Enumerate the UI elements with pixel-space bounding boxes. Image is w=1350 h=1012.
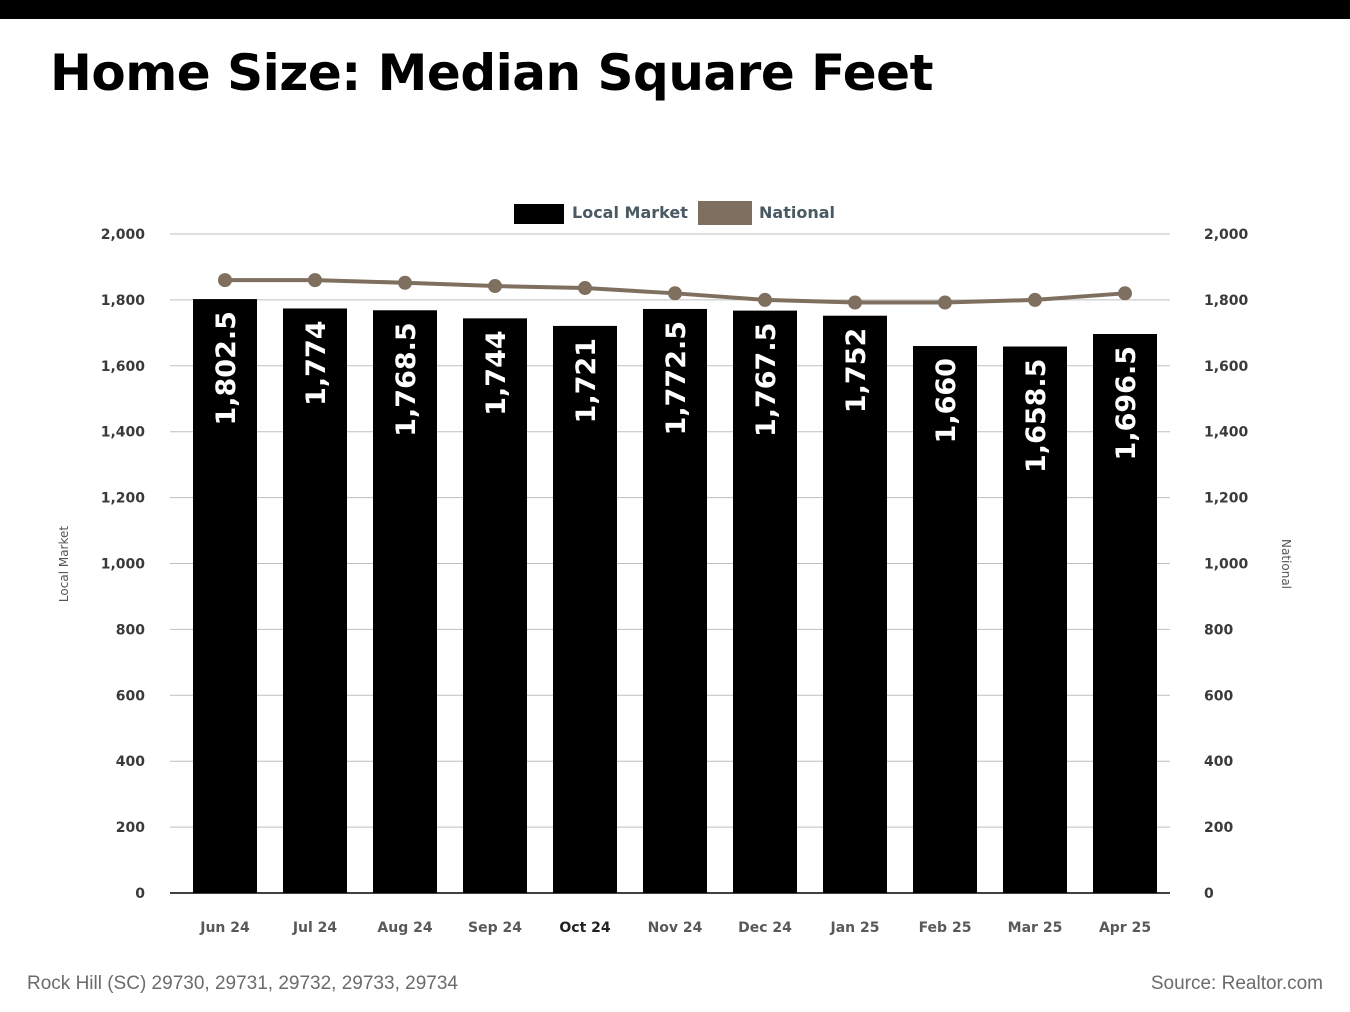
y-tick-label-right: 1,600: [1204, 359, 1249, 375]
y-tick-label-right: 400: [1204, 754, 1233, 770]
bar: [1093, 334, 1157, 893]
y-tick-label-left: 200: [116, 820, 145, 836]
bar-data-label: 1,774: [301, 320, 332, 405]
legend-swatch-national: [698, 201, 752, 225]
x-tick-label: Apr 25: [1099, 920, 1151, 936]
national-point: [938, 295, 952, 310]
y-tick-label-left: 1,800: [101, 293, 146, 309]
y-tick-label-right: 1,000: [1204, 557, 1249, 573]
bar-data-label: 1,768.5: [391, 322, 422, 436]
bar: [733, 310, 797, 893]
bar-data-label: 1,802.5: [211, 311, 242, 425]
y-tick-label-left: 2,000: [101, 227, 146, 243]
y-tick-label-left: 1,200: [101, 491, 146, 507]
y-tick-label-right: 1,200: [1204, 491, 1249, 507]
legend-label-national: National: [759, 203, 835, 222]
x-tick-label: Oct 24: [559, 920, 611, 936]
bar: [1003, 346, 1067, 893]
top-bar: [0, 0, 1350, 19]
y-tick-label-left: 1,600: [101, 359, 146, 375]
x-tick-label: Feb 25: [919, 920, 972, 936]
y-tick-label-right: 200: [1204, 820, 1233, 836]
y-tick-label-left: 1,000: [101, 557, 146, 573]
bar-data-label: 1,660: [931, 358, 962, 443]
bar: [643, 308, 707, 893]
bar: [553, 325, 617, 893]
y-tick-label-left: 600: [116, 688, 145, 704]
national-point: [578, 281, 592, 296]
national-point: [398, 275, 412, 290]
y-tick-label-right: 2,000: [1204, 227, 1249, 243]
y-tick-label-right: 1,400: [1204, 425, 1249, 441]
x-tick-label: Jun 24: [199, 920, 250, 936]
bar-data-label: 1,721: [571, 338, 602, 423]
x-tick-label: Jul 24: [292, 920, 338, 936]
national-point: [758, 292, 772, 307]
national-point: [668, 286, 682, 301]
y-tick-label-left: 1,400: [101, 425, 146, 441]
y-tick-label-right: 0: [1204, 886, 1214, 902]
source-footer: Source: Realtor.com: [1150, 973, 1323, 994]
x-tick-label: Nov 24: [648, 920, 703, 936]
bar-data-label: 1,658.5: [1021, 359, 1052, 473]
bar: [463, 318, 527, 893]
bar: [913, 346, 977, 893]
bar-data-label: 1,752: [841, 328, 872, 413]
legend-label-local: Local Market: [572, 203, 688, 222]
national-point: [308, 273, 322, 288]
national-point: [1028, 292, 1042, 307]
x-tick-label: Aug 24: [377, 920, 432, 936]
y-tick-label-left: 0: [135, 886, 145, 902]
bar-data-label: 1,767.5: [751, 323, 782, 437]
page-title: Home Size: Median Square Feet: [50, 44, 934, 102]
national-point: [218, 273, 232, 288]
x-tick-label: Mar 25: [1008, 920, 1063, 936]
bar: [823, 315, 887, 893]
national-point: [488, 279, 502, 294]
y-axis-title-right: National: [1279, 539, 1293, 589]
y-axis-title-left: Local Market: [57, 526, 71, 602]
location-footer: Rock Hill (SC) 29730, 29731, 29732, 2973…: [27, 973, 458, 994]
bar: [283, 308, 347, 893]
x-tick-label: Dec 24: [738, 920, 792, 936]
bar-data-label: 1,696.5: [1111, 346, 1142, 460]
national-point: [1118, 286, 1132, 301]
y-tick-label-left: 800: [116, 622, 145, 638]
bar: [193, 299, 257, 893]
y-tick-label-left: 400: [116, 754, 145, 770]
national-point: [848, 295, 862, 310]
bar: [373, 310, 437, 893]
legend-swatch-local: [514, 204, 564, 224]
x-tick-label: Sep 24: [468, 920, 522, 936]
y-tick-label-right: 800: [1204, 622, 1233, 638]
bar-data-label: 1,744: [481, 330, 512, 415]
bar-data-label: 1,772.5: [661, 321, 692, 435]
y-tick-label-right: 1,800: [1204, 293, 1249, 309]
x-tick-label: Jan 25: [830, 920, 880, 936]
y-tick-label-right: 600: [1204, 688, 1233, 704]
